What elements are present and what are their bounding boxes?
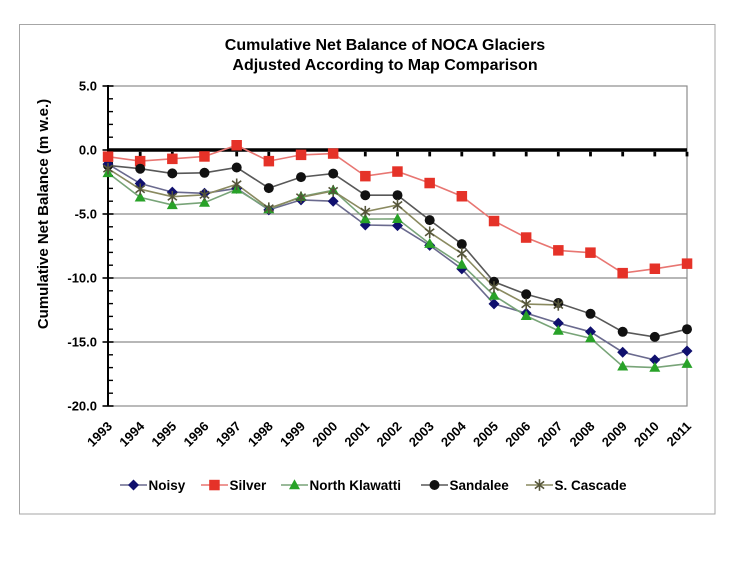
svg-text:Noisy: Noisy	[149, 478, 186, 493]
svg-text:0.0: 0.0	[79, 143, 97, 158]
svg-text:Silver: Silver	[230, 478, 268, 493]
svg-text:5.0: 5.0	[79, 79, 97, 94]
svg-text:-10.0: -10.0	[67, 271, 97, 286]
svg-text:Cumulative Net Balance of NOCA: Cumulative Net Balance of NOCA Glaciers	[225, 37, 545, 54]
svg-text:S. Cascade: S. Cascade	[555, 478, 628, 493]
svg-text:Sandalee: Sandalee	[450, 478, 510, 493]
svg-text:-20.0: -20.0	[67, 399, 97, 414]
svg-text:-5.0: -5.0	[75, 207, 97, 222]
svg-text:-15.0: -15.0	[67, 335, 97, 350]
svg-text:North Klawatti: North Klawatti	[310, 478, 402, 493]
svg-text:Cumulative Net Balance (m w.e.: Cumulative Net Balance (m w.e.)	[35, 99, 52, 329]
svg-text:Adjusted According to Map Comp: Adjusted According to Map Comparison	[232, 57, 537, 74]
